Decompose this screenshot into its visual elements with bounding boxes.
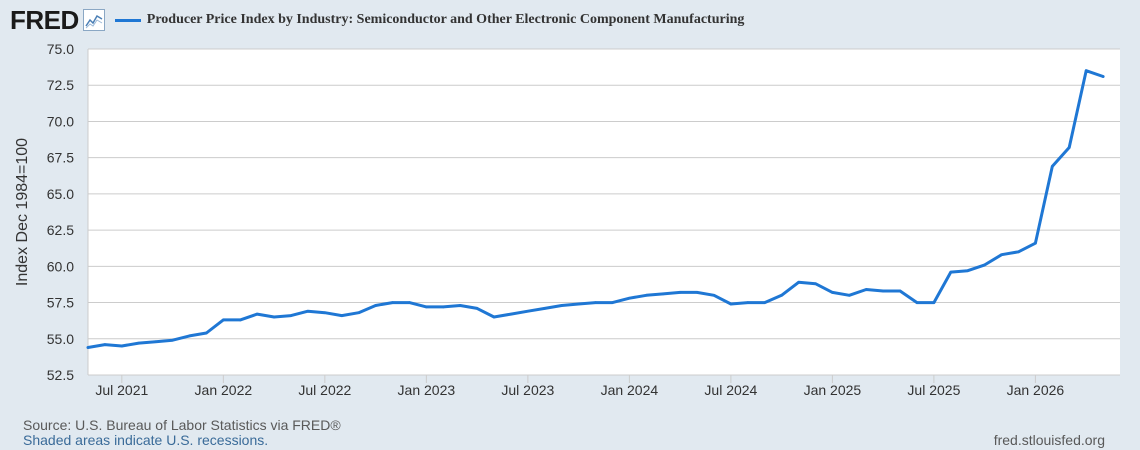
y-tick-label: 55.0: [47, 331, 74, 347]
data-point: [560, 304, 564, 307]
data-point: [729, 302, 733, 306]
x-tick-label: Jul 2023: [501, 382, 554, 398]
y-tick-label: 57.5: [47, 295, 74, 311]
y-tick-label: 75.0: [47, 41, 74, 57]
data-point: [915, 301, 919, 304]
data-point: [848, 294, 851, 297]
x-tick-label: Jan 2022: [195, 382, 253, 398]
data-point: [746, 301, 750, 304]
data-point: [222, 318, 225, 322]
data-point: [577, 302, 580, 306]
data-point: [1067, 146, 1071, 149]
data-point: [357, 311, 360, 314]
y-tick-label: 62.5: [47, 222, 74, 238]
data-point: [864, 288, 868, 291]
data-point: [814, 282, 817, 286]
data-point: [949, 270, 953, 274]
data-point: [289, 314, 293, 317]
data-point: [831, 291, 834, 294]
y-tick-label: 65.0: [47, 186, 74, 202]
data-point: [797, 280, 800, 284]
data-point: [272, 315, 276, 319]
chart-plot: 75.0 72.5 70.0 67.5 65.0 62.5 60.0 57.5 55.0 52.5…: [14, 41, 1120, 398]
data-point: [255, 312, 259, 316]
data-point: [340, 314, 344, 317]
data-point: [154, 340, 157, 343]
recession-note: Shaded areas indicate U.S. recessions.: [23, 432, 269, 448]
data-point: [323, 311, 327, 314]
source-note: Source: U.S. Bureau of Labor Statistics …: [23, 417, 341, 433]
data-point: [120, 344, 124, 348]
data-point: [1084, 69, 1088, 73]
data-point: [408, 301, 411, 304]
data-point: [543, 307, 547, 310]
y-tick-label: 67.5: [47, 150, 74, 166]
x-tick-label: Jan 2026: [1007, 382, 1065, 398]
data-point: [306, 309, 310, 313]
data-point: [881, 289, 885, 293]
x-tick-label: Jan 2024: [601, 382, 659, 398]
data-point: [628, 296, 631, 300]
x-tick-label: Jul 2024: [704, 382, 757, 398]
data-point: [763, 301, 767, 304]
data-point: [458, 304, 462, 307]
fred-logo[interactable]: FRED: [10, 4, 79, 35]
data-point: [983, 263, 986, 267]
data-point: [661, 292, 665, 296]
x-tick-label: Jan 2023: [398, 382, 456, 398]
data-point: [644, 294, 648, 297]
data-point: [712, 294, 716, 297]
x-tick-label: Jan 2025: [804, 382, 862, 398]
data-point: [492, 315, 496, 319]
data-point: [188, 334, 191, 338]
data-point: [1000, 253, 1003, 257]
data-point: [374, 304, 377, 307]
data-point: [205, 331, 208, 335]
data-point: [932, 301, 936, 304]
data-point: [695, 291, 699, 294]
data-point: [391, 301, 394, 304]
data-point: [611, 301, 614, 304]
fred-url[interactable]: fred.stlouisfed.org: [993, 432, 1105, 448]
legend-swatch: [114, 18, 141, 22]
y-tick-label: 60.0: [47, 258, 74, 274]
x-tick-label: Jul 2025: [907, 382, 960, 398]
data-point: [137, 341, 141, 345]
x-tick-label: Jul 2022: [298, 382, 351, 398]
data-point: [509, 312, 513, 316]
data-point: [103, 343, 107, 346]
data-point: [86, 346, 90, 349]
data-point: [238, 318, 242, 322]
data-point: [898, 289, 902, 293]
data-point: [1051, 165, 1054, 168]
y-tick-label: 52.5: [47, 367, 74, 383]
data-point: [425, 305, 428, 309]
y-tick-label: 70.0: [47, 113, 74, 129]
plot-area: [88, 49, 1120, 375]
data-point: [678, 291, 682, 294]
data-point: [1017, 250, 1020, 254]
y-axis-title: Index Dec 1984=100: [14, 138, 31, 286]
data-point: [1101, 75, 1105, 78]
data-point: [475, 307, 479, 310]
data-point: [966, 269, 970, 272]
chart-header: FRED Producer Price Index by Industry: S…: [10, 4, 744, 36]
chart-title: Producer Price Index by Industry: Semico…: [146, 12, 745, 27]
data-point: [780, 294, 783, 297]
data-point: [526, 309, 530, 313]
data-point: [171, 338, 174, 342]
line-chart-icon: [82, 9, 105, 31]
data-point: [1034, 241, 1037, 245]
x-tick-label: Jul 2021: [95, 382, 148, 398]
data-point: [441, 305, 445, 309]
y-tick-label: 72.5: [47, 77, 74, 93]
legend: Producer Price Index by Industry: Semico…: [114, 12, 745, 28]
data-point: [594, 301, 597, 304]
